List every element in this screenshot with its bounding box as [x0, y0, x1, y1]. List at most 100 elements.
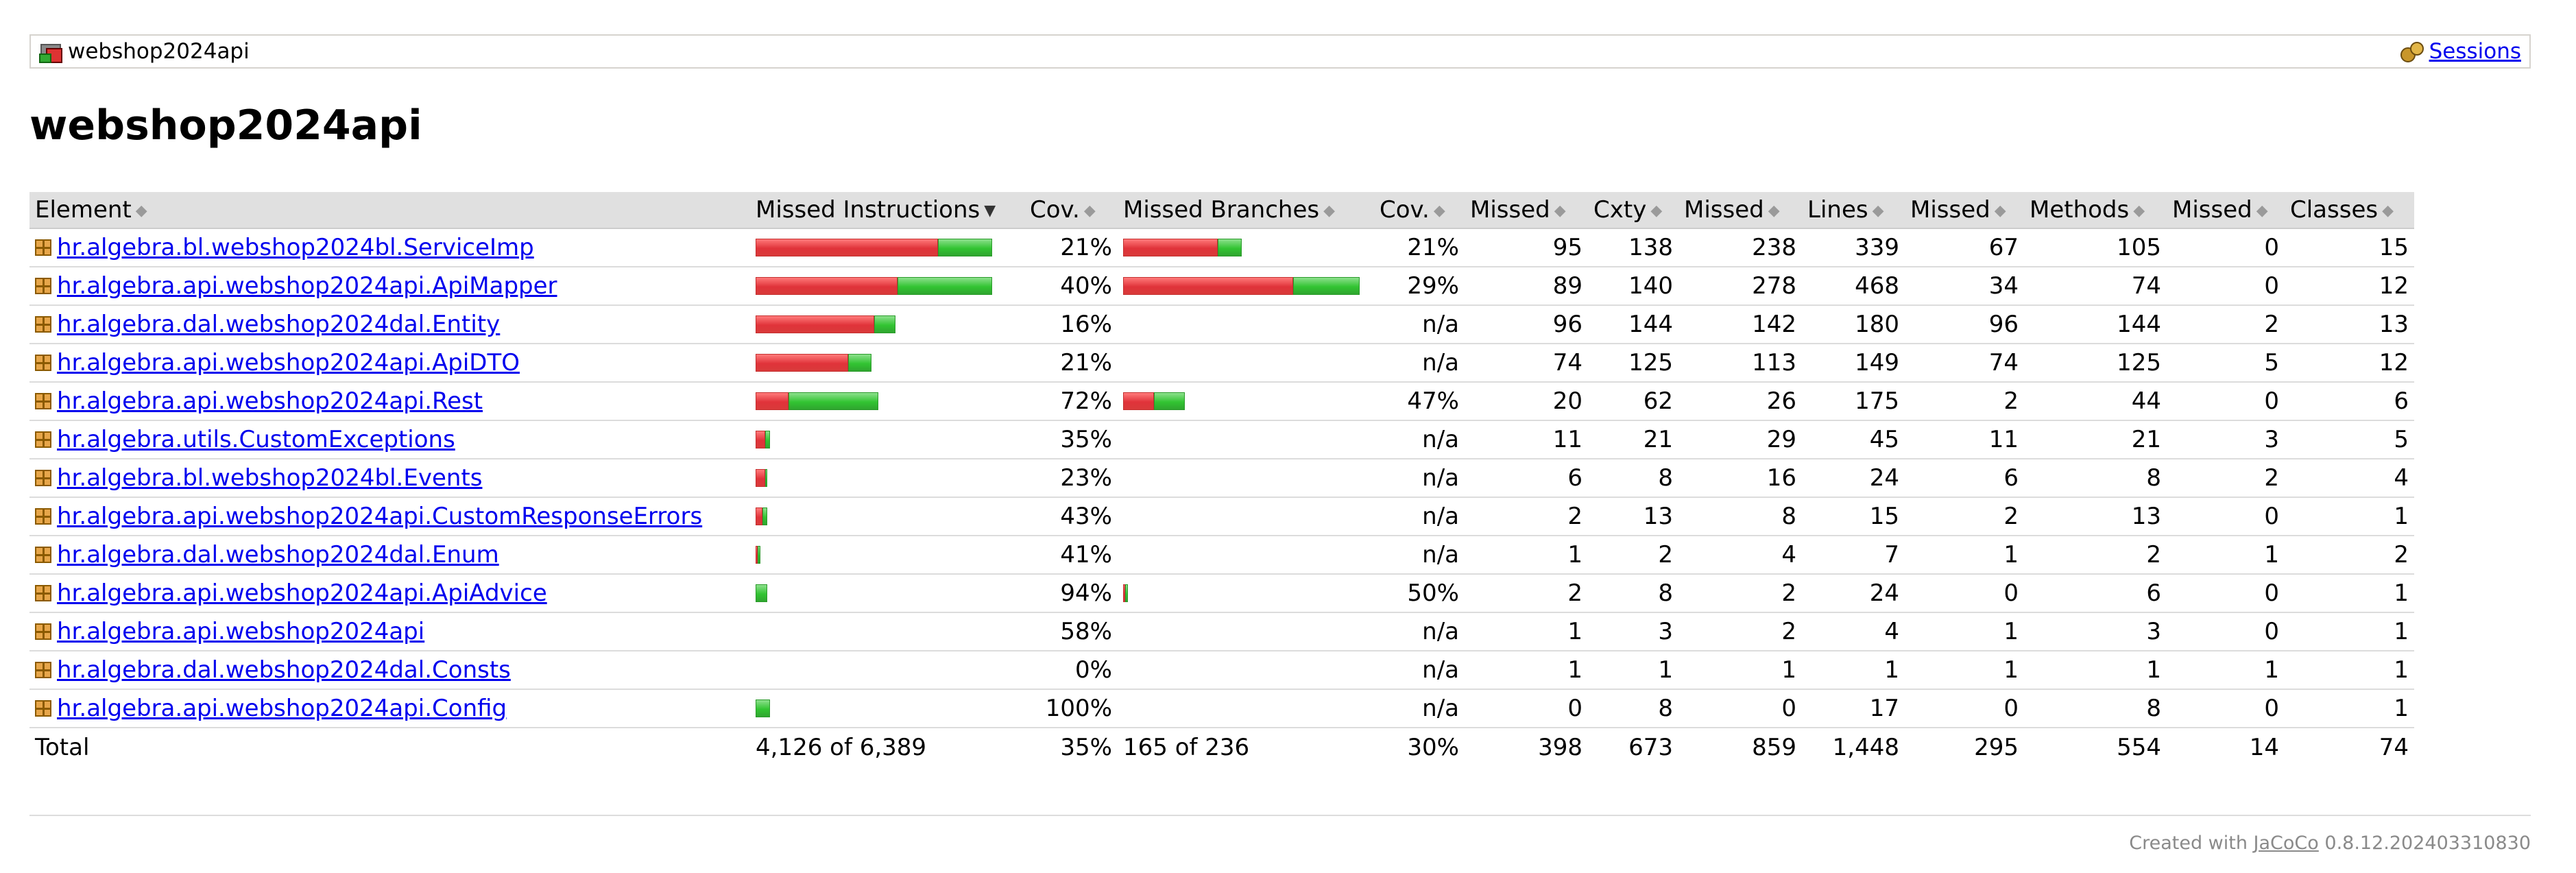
col-missed-branches[interactable]: Missed Branches ◆ — [1118, 192, 1374, 229]
col-missed-lines[interactable]: Missed ◆ — [1678, 192, 1802, 229]
covered-instructions-bar — [762, 507, 768, 525]
col-element[interactable]: Element ◆ — [29, 192, 750, 229]
table-row: hr.algebra.dal.webshop2024dal.Enum 41% n/a… — [29, 536, 2414, 575]
col-instructions-coverage[interactable]: Cov. ◆ — [1024, 192, 1118, 229]
branches-bar — [1123, 660, 1369, 680]
lines: 468 — [1802, 267, 1905, 306]
instructions-bar-cell — [750, 459, 1024, 498]
package-link[interactable]: hr.algebra.api.webshop2024api.CustomResp… — [57, 503, 703, 530]
complexity: 8 — [1588, 689, 1678, 728]
missed-lines: 1 — [1678, 651, 1802, 690]
missed-classes: 5 — [2167, 344, 2285, 383]
classes: 1 — [2285, 574, 2414, 613]
breadcrumb-title: webshop2024api — [68, 39, 250, 64]
package-link[interactable]: hr.algebra.api.webshop2024api.Config — [57, 695, 507, 722]
missed-methods: 0 — [1905, 574, 2024, 613]
col-missed-classes[interactable]: Missed ◆ — [2167, 192, 2285, 229]
missed-classes: 1 — [2167, 651, 2285, 690]
col-classes[interactable]: Classes ◆ — [2285, 192, 2414, 229]
col-missed-complexity[interactable]: Missed ◆ — [1465, 192, 1588, 229]
classes: 12 — [2285, 267, 2414, 306]
package-link[interactable]: hr.algebra.api.webshop2024api — [57, 618, 425, 645]
instructions-coverage: 94% — [1024, 574, 1118, 613]
instructions-bar — [756, 506, 1019, 527]
missed-complexity: 95 — [1465, 228, 1588, 267]
package-link[interactable]: hr.algebra.utils.CustomExceptions — [57, 426, 455, 453]
instructions-coverage: 23% — [1024, 459, 1118, 498]
classes: 1 — [2285, 689, 2414, 728]
branches-bar-cell — [1118, 459, 1374, 498]
missed-methods: 1 — [1905, 651, 2024, 690]
sessions-link[interactable]: Sessions — [2429, 39, 2521, 64]
package-link[interactable]: hr.algebra.bl.webshop2024bl.Events — [57, 464, 483, 492]
missed-instructions-bar — [756, 469, 765, 487]
missed-lines: 26 — [1678, 382, 1802, 421]
methods: 2 — [2024, 536, 2167, 575]
instructions-bar — [756, 545, 1019, 565]
instructions-bar-cell — [750, 574, 1024, 613]
instructions-bar-cell — [750, 305, 1024, 344]
table-row: hr.algebra.api.webshop2024api.ApiAdvice 9… — [29, 574, 2414, 613]
package-link[interactable]: hr.algebra.api.webshop2024api.ApiAdvice — [57, 579, 547, 607]
jacoco-link[interactable]: JaCoCo — [2253, 833, 2319, 854]
package-link[interactable]: hr.algebra.dal.webshop2024dal.Entity — [57, 311, 501, 338]
branches-bar — [1123, 583, 1369, 603]
instructions-coverage: 43% — [1024, 497, 1118, 536]
branches-bar — [1123, 468, 1369, 488]
missed-instructions-bar — [756, 507, 763, 525]
instructions-bar-cell — [750, 651, 1024, 690]
element-cell: hr.algebra.dal.webshop2024dal.Entity — [29, 305, 750, 344]
instructions-bar — [756, 276, 1019, 296]
complexity: 1 — [1588, 651, 1678, 690]
package-link[interactable]: hr.algebra.dal.webshop2024dal.Consts — [57, 656, 511, 684]
branches-bar-cell — [1118, 305, 1374, 344]
package-link[interactable]: hr.algebra.api.webshop2024api.ApiMapper — [57, 272, 557, 300]
total-instructions-coverage: 35% — [1024, 727, 1118, 766]
col-branches-coverage[interactable]: Cov. ◆ — [1374, 192, 1465, 229]
package-link[interactable]: hr.algebra.api.webshop2024api.ApiDTO — [57, 349, 520, 376]
branches-bar — [1123, 237, 1369, 258]
branches-coverage: 50% — [1374, 574, 1465, 613]
missed-branches-bar — [1123, 584, 1126, 602]
table-row: hr.algebra.api.webshop2024api 58% n/a 1 3 2 4 1… — [29, 612, 2414, 651]
complexity: 144 — [1588, 305, 1678, 344]
branches-bar-cell — [1118, 420, 1374, 459]
missed-methods: 67 — [1905, 228, 2024, 267]
missed-lines: 238 — [1678, 228, 1802, 267]
branches-bar-cell — [1118, 382, 1374, 421]
instructions-bar — [756, 352, 1019, 373]
table-row: hr.algebra.api.webshop2024api.ApiDTO 21% n… — [29, 344, 2414, 383]
col-missed-instructions[interactable]: Missed Instructions ▼ — [750, 192, 1024, 229]
missed-complexity: 2 — [1465, 574, 1588, 613]
missed-methods: 0 — [1905, 689, 2024, 728]
complexity: 8 — [1588, 459, 1678, 498]
col-missed-methods[interactable]: Missed ◆ — [1905, 192, 2024, 229]
instructions-bar — [756, 660, 1019, 680]
package-link[interactable]: hr.algebra.api.webshop2024api.Rest — [57, 387, 483, 415]
col-lines[interactable]: Lines ◆ — [1802, 192, 1905, 229]
package-icon — [35, 623, 51, 640]
total-instructions: 4,126 of 6,389 — [750, 727, 1024, 766]
table-header: Element ◆ Missed Instructions ▼ Cov. ◆ Miss… — [29, 192, 2414, 229]
instructions-bar — [756, 583, 1019, 603]
instructions-bar — [756, 698, 1019, 719]
missed-classes: 0 — [2167, 267, 2285, 306]
col-methods[interactable]: Methods ◆ — [2024, 192, 2167, 229]
methods: 1 — [2024, 651, 2167, 690]
element-cell: hr.algebra.bl.webshop2024bl.Events — [29, 459, 750, 498]
package-link[interactable]: hr.algebra.dal.webshop2024dal.Enum — [57, 541, 499, 569]
branches-bar — [1123, 429, 1369, 450]
missed-lines: 142 — [1678, 305, 1802, 344]
instructions-coverage: 100% — [1024, 689, 1118, 728]
col-complexity[interactable]: Cxty ◆ — [1588, 192, 1678, 229]
missed-lines: 29 — [1678, 420, 1802, 459]
missed-classes: 2 — [2167, 305, 2285, 344]
instructions-bar — [756, 621, 1019, 642]
package-link[interactable]: hr.algebra.bl.webshop2024bl.ServiceImp — [57, 234, 534, 261]
branches-coverage: 29% — [1374, 267, 1465, 306]
missed-classes: 1 — [2167, 536, 2285, 575]
missed-methods: 96 — [1905, 305, 2024, 344]
total-missed-classes: 14 — [2167, 727, 2285, 766]
classes: 15 — [2285, 228, 2414, 267]
missed-complexity: 20 — [1465, 382, 1588, 421]
